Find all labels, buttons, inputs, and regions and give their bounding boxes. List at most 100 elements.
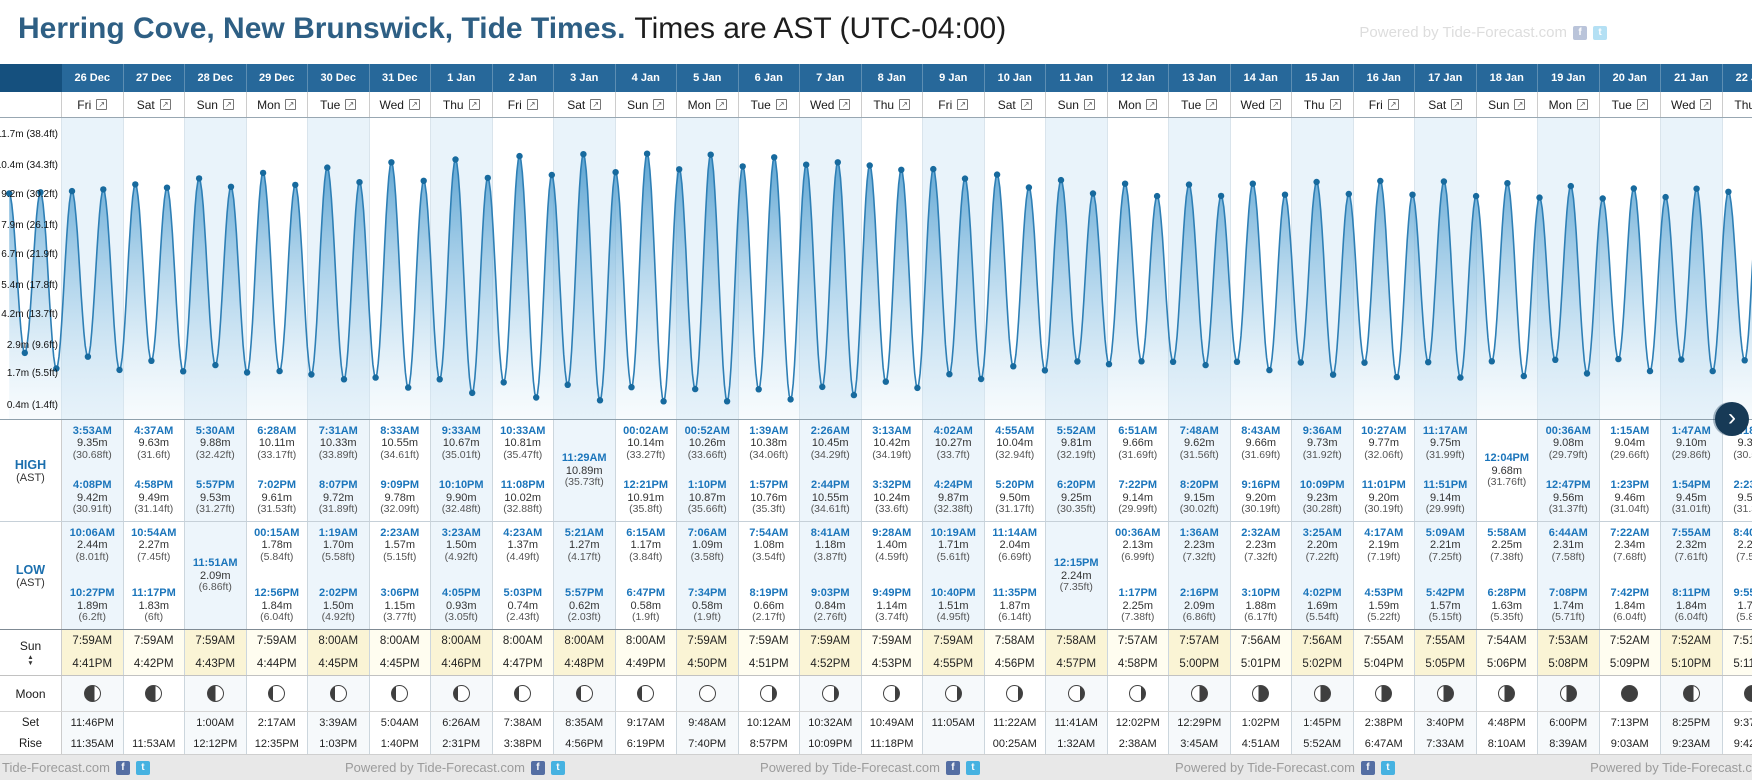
twitter-icon[interactable]: t: [1380, 760, 1395, 775]
expand-day-icon[interactable]: ↗: [653, 99, 665, 110]
expand-day-icon[interactable]: ↗: [345, 99, 357, 110]
weekday-cell[interactable]: Wed ↗: [800, 92, 862, 117]
date-header-cell[interactable]: 12 Jan: [1108, 64, 1169, 92]
date-header-cell[interactable]: 13 Jan: [1169, 64, 1231, 92]
date-header-cell[interactable]: 26 Dec: [62, 64, 124, 92]
powered-by-link[interactable]: Powered by Tide-Forecast.com: [0, 760, 110, 775]
powered-by-link[interactable]: Powered by Tide-Forecast.com: [1359, 24, 1567, 41]
weekday-cell[interactable]: Thu↗: [1292, 92, 1354, 117]
date-header-cell[interactable]: 15 Jan: [1292, 64, 1354, 92]
expand-day-icon[interactable]: ↗: [96, 99, 108, 110]
date-header-cell[interactable]: 21 Jan: [1661, 64, 1723, 92]
powered-by-link[interactable]: Powered by Tide-Forecast.com: [1175, 760, 1355, 775]
weekday-cell[interactable]: Mon ↗: [677, 92, 739, 117]
date-header-cell[interactable]: 11 Jan: [1046, 64, 1108, 92]
date-header-cell[interactable]: 6 Jan: [739, 64, 800, 92]
twitter-icon[interactable]: t: [550, 760, 565, 775]
date-header-cell[interactable]: 30 Dec: [308, 64, 370, 92]
weekday-cell[interactable]: Sat ↗: [985, 92, 1046, 117]
facebook-icon[interactable]: f: [1360, 760, 1375, 775]
expand-day-icon[interactable]: ↗: [526, 99, 538, 110]
weekday-cell[interactable]: Tue ↗: [739, 92, 800, 117]
date-header-cell[interactable]: 22 Jan: [1723, 64, 1752, 92]
expand-day-icon[interactable]: ↗: [775, 99, 787, 110]
weekday-cell[interactable]: Wed ↗: [370, 92, 431, 117]
powered-by-link[interactable]: Powered by Tide-Forecast.com: [1590, 760, 1752, 775]
expand-day-icon[interactable]: ↗: [1020, 99, 1032, 110]
weekday-cell[interactable]: Sun ↗: [616, 92, 677, 117]
facebook-icon[interactable]: f: [945, 760, 960, 775]
weekday-cell[interactable]: Sun ↗: [185, 92, 247, 117]
weekday-cell[interactable]: Tue ↗: [1600, 92, 1661, 117]
weekday-cell[interactable]: Thu↗: [862, 92, 923, 117]
date-header-cell[interactable]: 3 Jan: [554, 64, 616, 92]
weekday-cell[interactable]: Fri ↗: [62, 92, 124, 117]
weekday-cell[interactable]: Sun ↗: [1046, 92, 1108, 117]
expand-day-icon[interactable]: ↗: [1576, 99, 1588, 110]
weekday-cell[interactable]: Thu↗: [431, 92, 493, 117]
weekday-cell[interactable]: Sat ↗: [124, 92, 185, 117]
twitter-icon[interactable]: t: [135, 760, 150, 775]
weekday-cell[interactable]: Thu↗: [1723, 92, 1752, 117]
date-header-cell[interactable]: 8 Jan: [862, 64, 923, 92]
expand-day-icon[interactable]: ↗: [468, 99, 480, 110]
weekday-cell[interactable]: Fri ↗: [1354, 92, 1415, 117]
expand-day-icon[interactable]: ↗: [408, 99, 420, 110]
expand-day-icon[interactable]: ↗: [590, 99, 602, 110]
expand-day-icon[interactable]: ↗: [1451, 99, 1463, 110]
date-header-cell[interactable]: 27 Dec: [124, 64, 185, 92]
weekday-cell[interactable]: Tue ↗: [1169, 92, 1231, 117]
date-header-cell[interactable]: 9 Jan: [923, 64, 985, 92]
expand-day-icon[interactable]: ↗: [222, 99, 234, 110]
date-header-cell[interactable]: 20 Jan: [1600, 64, 1661, 92]
date-header-cell[interactable]: 31 Dec: [370, 64, 431, 92]
twitter-icon[interactable]: t: [965, 760, 980, 775]
facebook-icon[interactable]: f: [1573, 25, 1587, 40]
weekday-cell[interactable]: Mon ↗: [247, 92, 308, 117]
expand-day-icon[interactable]: ↗: [1636, 99, 1648, 110]
scroll-next-button[interactable]: ›: [1715, 402, 1749, 436]
date-header-cell[interactable]: 5 Jan: [677, 64, 739, 92]
expand-day-icon[interactable]: ↗: [1146, 99, 1158, 110]
date-header-cell[interactable]: 4 Jan: [616, 64, 677, 92]
date-header-cell[interactable]: 7 Jan: [800, 64, 862, 92]
weekday-cell[interactable]: Fri ↗: [923, 92, 985, 117]
twitter-icon[interactable]: t: [1593, 25, 1607, 40]
date-header-cell[interactable]: 18 Jan: [1477, 64, 1538, 92]
expand-day-icon[interactable]: ↗: [285, 99, 297, 110]
date-header-cell[interactable]: 19 Jan: [1538, 64, 1600, 92]
date-header-cell[interactable]: 28 Dec: [185, 64, 247, 92]
expand-day-icon[interactable]: ↗: [1514, 99, 1526, 110]
date-header-cell[interactable]: 29 Dec: [247, 64, 308, 92]
facebook-icon[interactable]: f: [530, 760, 545, 775]
expand-day-icon[interactable]: ↗: [1387, 99, 1399, 110]
expand-day-icon[interactable]: ↗: [1329, 99, 1341, 110]
footer-powered-by[interactable]: Powered by Tide-Forecast.com ft: [0, 760, 150, 775]
weekday-cell[interactable]: Sat ↗: [1415, 92, 1477, 117]
date-header-cell[interactable]: 1 Jan: [431, 64, 493, 92]
weekday-cell[interactable]: Tue ↗: [308, 92, 370, 117]
expand-day-icon[interactable]: ↗: [899, 99, 911, 110]
weekday-cell[interactable]: Mon ↗: [1108, 92, 1169, 117]
date-header-cell[interactable]: 14 Jan: [1231, 64, 1292, 92]
date-header-cell[interactable]: 16 Jan: [1354, 64, 1415, 92]
date-header-cell[interactable]: 10 Jan: [985, 64, 1046, 92]
expand-day-icon[interactable]: ↗: [1269, 99, 1281, 110]
expand-day-icon[interactable]: ↗: [715, 99, 727, 110]
expand-day-icon[interactable]: ↗: [1206, 99, 1218, 110]
weekday-cell[interactable]: Wed ↗: [1231, 92, 1292, 117]
date-header-cell[interactable]: 17 Jan: [1415, 64, 1477, 92]
facebook-icon[interactable]: f: [115, 760, 130, 775]
powered-by-top[interactable]: Powered by Tide-Forecast.com f t: [1359, 24, 1607, 41]
expand-day-icon[interactable]: ↗: [957, 99, 969, 110]
weekday-cell[interactable]: Fri ↗: [493, 92, 554, 117]
date-header-cell[interactable]: 2 Jan: [493, 64, 554, 92]
expand-day-icon[interactable]: ↗: [839, 99, 851, 110]
powered-by-link[interactable]: Powered by Tide-Forecast.com: [345, 760, 525, 775]
weekday-cell[interactable]: Mon ↗: [1538, 92, 1600, 117]
weekday-cell[interactable]: Wed ↗: [1661, 92, 1723, 117]
